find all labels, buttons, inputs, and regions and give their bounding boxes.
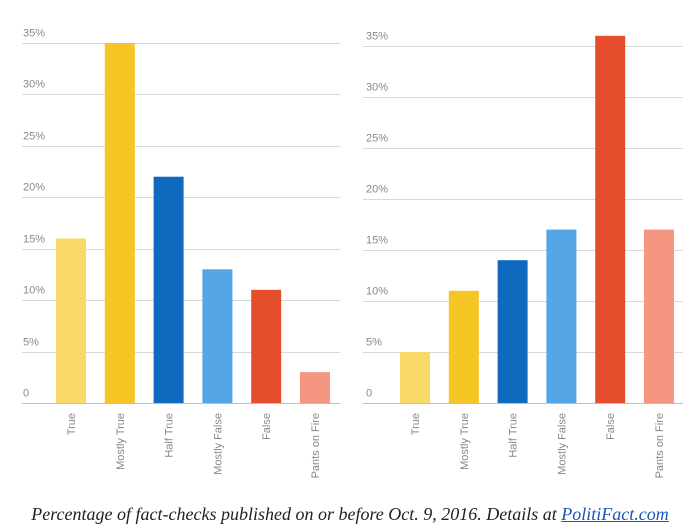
right-y-tick-label: 15% <box>366 235 388 247</box>
caption: Percentage of fact-checks published on o… <box>0 504 700 525</box>
politifact-link[interactable]: PolitiFact.com <box>561 504 669 524</box>
right-x-category-label: True <box>410 413 422 435</box>
left-x-category-label: False <box>261 413 273 440</box>
right-y-tick-label: 35% <box>366 31 388 43</box>
left-y-tick-label: 35% <box>23 28 45 40</box>
left-chart: 0 5% 10% 15% 20% 25% 30% 35% True Mostly True Half… <box>22 28 340 478</box>
left-x-category-label: Half True <box>164 413 176 458</box>
right-y-tick-label: 25% <box>366 133 388 145</box>
right-x-category-label: Pants on Fire <box>654 413 666 478</box>
left-x-category-label: Mostly True <box>115 413 127 470</box>
left-bar-pants-on-fire <box>300 372 330 403</box>
right-x-category-label: Mostly True <box>459 413 471 470</box>
left-bar-half-true <box>153 176 184 403</box>
right-bar-true <box>400 352 430 403</box>
right-bar-mostly-true <box>448 290 479 403</box>
left-y-tick-label: 20% <box>23 182 45 194</box>
right-x-category-label: Half True <box>508 413 520 458</box>
left-bar-true <box>56 238 86 403</box>
left-y-tick-label: 15% <box>23 234 45 246</box>
left-bar-mostly-true <box>104 43 135 403</box>
right-y-tick-label: 5% <box>366 337 382 349</box>
right-y-tick-label: 30% <box>366 82 388 94</box>
caption-text: Percentage of fact-checks published on o… <box>31 504 562 524</box>
left-y-tick-label: 30% <box>23 79 45 91</box>
right-bar-false <box>595 35 626 404</box>
left-y-tick-label: 10% <box>23 285 45 297</box>
left-bar-false <box>251 289 282 403</box>
charts-area: 0 5% 10% 15% 20% 25% 30% 35% True Mostly True Half… <box>22 28 683 478</box>
right-y-tick-label: 0 <box>366 388 372 400</box>
left-x-category-label: Mostly False <box>212 413 224 475</box>
left-y-tick-label: 5% <box>23 337 39 349</box>
left-y-tick-label: 25% <box>23 131 45 143</box>
left-y-tick-label: 0 <box>23 388 29 400</box>
right-chart: 0 5% 10% 15% 20% 25% 30% 35% True Mostly True Half… <box>363 31 683 478</box>
left-bar-mostly-false <box>202 269 233 403</box>
right-x-category-label: Mostly False <box>556 413 568 475</box>
left-x-category-label: True <box>66 413 78 435</box>
right-y-tick-label: 10% <box>366 286 388 298</box>
right-x-category-label: False <box>605 413 617 440</box>
right-bar-half-true <box>497 260 528 403</box>
right-y-tick-label: 20% <box>366 184 388 196</box>
right-bar-pants-on-fire <box>644 229 674 403</box>
right-bar-mostly-false <box>546 229 577 403</box>
left-x-category-label: Pants on Fire <box>310 413 322 478</box>
